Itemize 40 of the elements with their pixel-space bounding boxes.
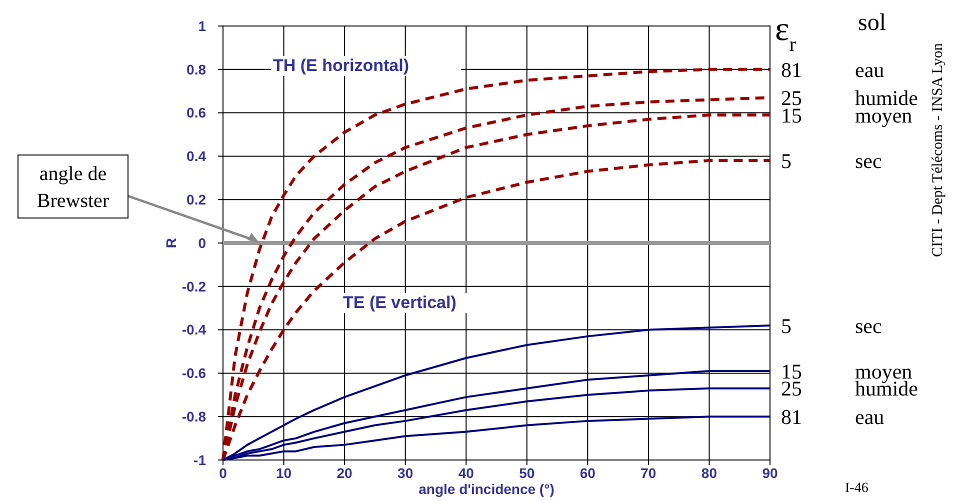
text: eau [855, 58, 885, 82]
x-tick-label: 30 [398, 465, 414, 481]
text: sec [855, 148, 882, 173]
y-tick-label: -0.2 [182, 278, 206, 294]
y-tick-label: -0.6 [182, 365, 206, 382]
y-tick-label: 0.2 [186, 192, 206, 208]
y-tick-label: -1 [194, 452, 206, 468]
text: eau [855, 404, 885, 429]
x-tick-label: 60 [580, 465, 596, 481]
x-tick-label: 0 [219, 465, 228, 481]
y-tick-label: 1 [198, 18, 206, 34]
series-label: 5 [781, 148, 792, 173]
text: humide [855, 86, 918, 110]
text: sec [855, 314, 882, 338]
series-label: 25 [781, 86, 802, 110]
y-tick-label: 0.4 [186, 148, 206, 164]
y-tick-label: -0.8 [182, 408, 206, 424]
y-tick-label: 0 [198, 234, 206, 251]
y-axis-title: R [163, 238, 179, 248]
x-tick-label: 10 [276, 465, 292, 481]
annotation: angle de Brewster [36, 163, 110, 212]
y-tick-label: -0.4 [182, 322, 206, 338]
text: ε$_{r}$ [775, 11, 796, 56]
x-tick-label: 20 [336, 465, 353, 481]
x-tick-label: 70 [640, 465, 656, 481]
x-axis-title: angle d'incidence (°) [418, 481, 554, 497]
text: sol [858, 10, 886, 36]
x-tick-label: 40 [458, 465, 474, 481]
y-tick-label: 0.8 [186, 61, 206, 78]
annotation: TE (E vertical) [343, 293, 456, 312]
annotation: TH (E horizontal) [273, 56, 409, 75]
series-label: 5 [781, 314, 792, 338]
y-tick-label: 0.6 [186, 104, 206, 121]
x-tick-label: 50 [519, 465, 535, 481]
text: CITI - Dept Télécoms - INSA Lyon [930, 42, 946, 257]
series-label: 81 [781, 404, 802, 429]
series-label: 81 [781, 58, 802, 82]
x-tick-label: 80 [701, 465, 718, 481]
text: I-46 [845, 481, 868, 496]
x-tick-label: 90 [762, 465, 778, 481]
